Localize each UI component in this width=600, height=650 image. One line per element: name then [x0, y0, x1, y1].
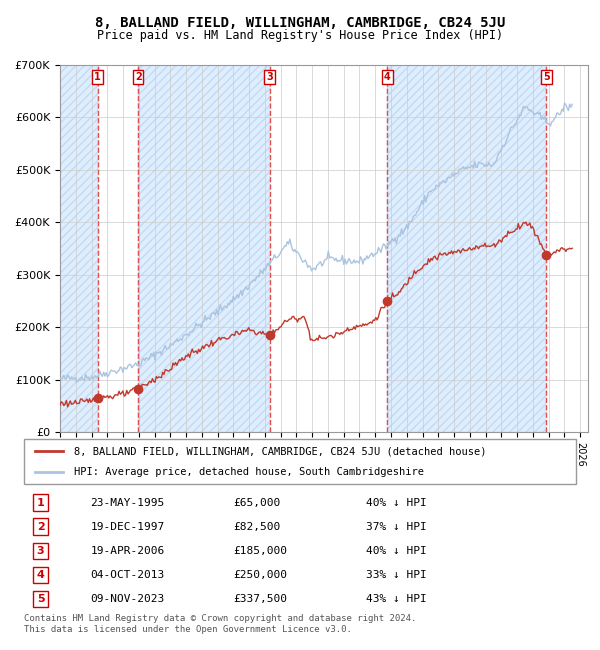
Text: £337,500: £337,500	[234, 594, 288, 604]
Text: 2: 2	[37, 522, 44, 532]
Bar	[269, 65, 387, 432]
Text: £65,000: £65,000	[234, 498, 281, 508]
Text: HPI: Average price, detached house, South Cambridgeshire: HPI: Average price, detached house, Sout…	[74, 467, 424, 476]
Text: 37% ↓ HPI: 37% ↓ HPI	[366, 522, 427, 532]
Bar	[138, 65, 269, 432]
Text: 8, BALLAND FIELD, WILLINGHAM, CAMBRIDGE, CB24 5JU (detached house): 8, BALLAND FIELD, WILLINGHAM, CAMBRIDGE,…	[74, 447, 486, 456]
FancyBboxPatch shape	[24, 439, 576, 484]
Bar	[547, 65, 588, 432]
Text: 40% ↓ HPI: 40% ↓ HPI	[366, 546, 427, 556]
Text: £82,500: £82,500	[234, 522, 281, 532]
Text: 19-APR-2006: 19-APR-2006	[90, 546, 164, 556]
Text: 4: 4	[384, 72, 391, 83]
Bar	[98, 65, 138, 432]
Text: 04-OCT-2013: 04-OCT-2013	[90, 570, 164, 580]
Text: 33% ↓ HPI: 33% ↓ HPI	[366, 570, 427, 580]
Bar	[387, 65, 547, 432]
Text: 4: 4	[37, 570, 44, 580]
Text: 43% ↓ HPI: 43% ↓ HPI	[366, 594, 427, 604]
Text: 5: 5	[543, 72, 550, 83]
Text: 1: 1	[37, 498, 44, 508]
Bar	[60, 65, 98, 432]
Text: 5: 5	[37, 594, 44, 604]
Bar	[138, 65, 269, 432]
Text: Price paid vs. HM Land Registry's House Price Index (HPI): Price paid vs. HM Land Registry's House …	[97, 29, 503, 42]
Text: 3: 3	[266, 72, 273, 83]
Text: 3: 3	[37, 546, 44, 556]
Text: £250,000: £250,000	[234, 570, 288, 580]
Text: 1: 1	[94, 72, 101, 83]
Text: Contains HM Land Registry data © Crown copyright and database right 2024.
This d: Contains HM Land Registry data © Crown c…	[24, 614, 416, 634]
Text: 2: 2	[135, 72, 142, 83]
Text: 23-MAY-1995: 23-MAY-1995	[90, 498, 164, 508]
Text: 09-NOV-2023: 09-NOV-2023	[90, 594, 164, 604]
Bar	[60, 65, 98, 432]
Text: £185,000: £185,000	[234, 546, 288, 556]
Bar	[387, 65, 547, 432]
Text: 8, BALLAND FIELD, WILLINGHAM, CAMBRIDGE, CB24 5JU: 8, BALLAND FIELD, WILLINGHAM, CAMBRIDGE,…	[95, 16, 505, 31]
Text: 40% ↓ HPI: 40% ↓ HPI	[366, 498, 427, 508]
Text: 19-DEC-1997: 19-DEC-1997	[90, 522, 164, 532]
